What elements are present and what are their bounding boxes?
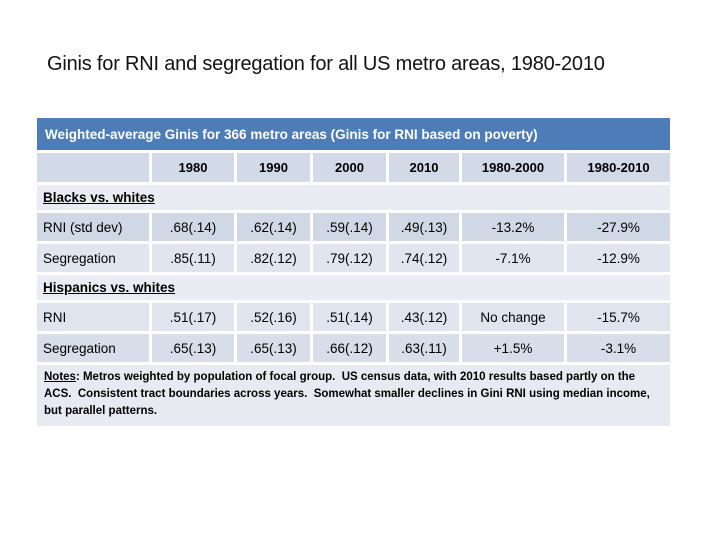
table-title-bar: Weighted-average Ginis for 366 metro are… xyxy=(37,118,670,150)
column-header-1980-2000: 1980-2000 xyxy=(462,153,564,182)
section-header-blacks-vs-whites: Blacks vs. whites xyxy=(37,185,670,210)
value-change-1980-2000: No change xyxy=(462,303,564,331)
column-header-1990: 1990 xyxy=(237,153,310,182)
value-change-1980-2000: -7.1% xyxy=(462,244,564,272)
section-label: Blacks vs. whites xyxy=(43,190,155,205)
value-2000: .51(.14) xyxy=(313,303,386,331)
value-change-1980-2000: +1.5% xyxy=(462,334,564,362)
row-label: RNI xyxy=(37,303,149,331)
value-2010: .63(.11) xyxy=(389,334,459,362)
notes-row: Notes: Metros weighted by population of … xyxy=(37,365,670,426)
notes-label: Notes xyxy=(44,371,76,383)
column-header-empty xyxy=(37,153,149,182)
value-2010: .74(.12) xyxy=(389,244,459,272)
notes-text: : Metros weighted by population of focal… xyxy=(44,371,654,417)
value-change-1980-2000: -13.2% xyxy=(462,213,564,241)
value-change-1980-2010: -27.9% xyxy=(567,213,670,241)
table-row-hispanics-rni: RNI .51(.17) .52(.16) .51(.14) .43(.12) … xyxy=(37,303,670,331)
table-row-hispanics-segregation: Segregation .65(.13) .65(.13) .66(.12) .… xyxy=(37,334,670,362)
value-1990: .52(.16) xyxy=(237,303,310,331)
row-label: RNI (std dev) xyxy=(37,213,149,241)
value-2000: .59(.14) xyxy=(313,213,386,241)
value-change-1980-2010: -15.7% xyxy=(567,303,670,331)
column-header-2010: 2010 xyxy=(389,153,459,182)
row-label: Segregation xyxy=(37,244,149,272)
value-1990: .62(.14) xyxy=(237,213,310,241)
value-change-1980-2010: -3.1% xyxy=(567,334,670,362)
value-2010: .43(.12) xyxy=(389,303,459,331)
value-2000: .66(.12) xyxy=(313,334,386,362)
value-1990: .65(.13) xyxy=(237,334,310,362)
table-row-blacks-segregation: Segregation .85(.11) .82(.12) .79(.12) .… xyxy=(37,244,670,272)
table-row-blacks-rni: RNI (std dev) .68(.14) .62(.14) .59(.14)… xyxy=(37,213,670,241)
value-1980: .85(.11) xyxy=(152,244,234,272)
value-change-1980-2010: -12.9% xyxy=(567,244,670,272)
value-1990: .82(.12) xyxy=(237,244,310,272)
value-2010: .49(.13) xyxy=(389,213,459,241)
slide-title: Ginis for RNI and segregation for all US… xyxy=(47,53,605,75)
column-header-2000: 2000 xyxy=(313,153,386,182)
column-header-row: 1980 1990 2000 2010 1980-2000 1980-2010 xyxy=(37,153,670,182)
value-1980: .51(.17) xyxy=(152,303,234,331)
value-1980: .65(.13) xyxy=(152,334,234,362)
column-header-1980: 1980 xyxy=(152,153,234,182)
value-2000: .79(.12) xyxy=(313,244,386,272)
row-label: Segregation xyxy=(37,334,149,362)
section-label: Hispanics vs. whites xyxy=(43,280,176,295)
ginis-table: Weighted-average Ginis for 366 metro are… xyxy=(37,118,670,426)
section-header-hispanics-vs-whites: Hispanics vs. whites xyxy=(37,275,670,300)
column-header-1980-2010: 1980-2010 xyxy=(567,153,670,182)
value-1980: .68(.14) xyxy=(152,213,234,241)
